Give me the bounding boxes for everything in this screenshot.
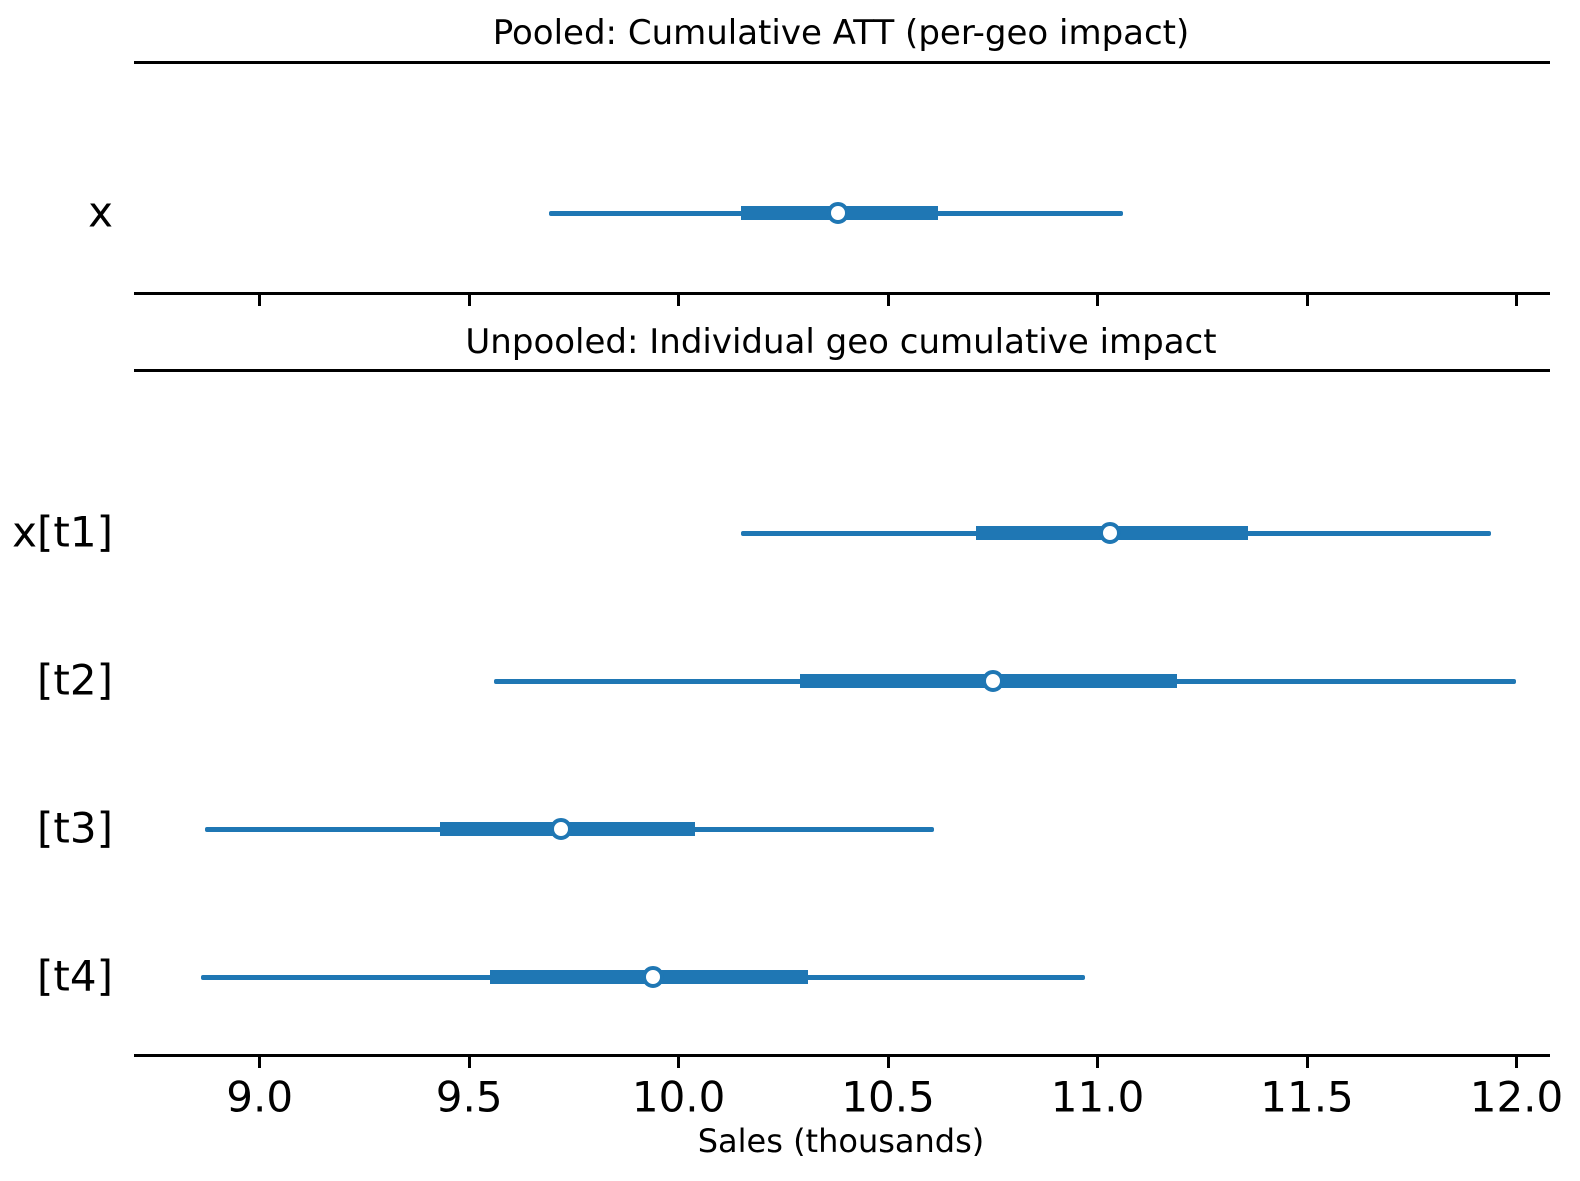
x-tick-label: 11.0 [1050,1072,1145,1122]
row-label: x [88,187,113,237]
x-axis-tick [886,293,890,306]
x-tick-label: 10.0 [631,1072,726,1122]
x-axis-spine [134,1053,1550,1057]
panel-top-spine [134,368,1550,372]
median-marker [1099,522,1122,544]
x-axis-tick [467,293,471,306]
panel-title-unpooled: Unpooled: Individual geo cumulative impa… [465,322,1217,362]
x-axis-tick [1096,1055,1100,1068]
row-label: [t2] [37,655,113,705]
x-axis-tick [1096,293,1100,306]
x-tick-label: 10.5 [841,1072,935,1122]
x-axis-tick [258,293,262,306]
median-marker [550,818,573,840]
row-label: x[t1] [12,507,113,557]
median-marker [642,966,665,988]
median-marker [826,202,849,224]
x-axis-tick [1514,1055,1518,1068]
x-tick-label: 9.5 [435,1072,503,1122]
row-label: [t4] [37,951,113,1001]
x-axis-label: Sales (thousands) [697,1122,985,1160]
x-axis-tick [1514,293,1518,306]
panel-top-spine [134,60,1550,64]
x-axis-spine [134,291,1550,295]
panel-title-pooled: Pooled: Cumulative ATT (per-geo impact) [492,13,1190,53]
median-marker [981,670,1004,692]
x-axis-tick [1305,293,1309,306]
x-axis-tick [467,1055,471,1068]
x-axis-tick [886,1055,890,1068]
x-tick-label: 12.0 [1469,1072,1564,1122]
x-axis-tick [258,1055,262,1068]
x-axis-tick [1305,1055,1309,1068]
x-tick-label: 11.5 [1260,1072,1354,1122]
x-tick-label: 9.0 [226,1072,294,1122]
row-label: [t3] [37,803,113,853]
x-axis-tick [677,293,681,306]
x-axis-tick [677,1055,681,1068]
